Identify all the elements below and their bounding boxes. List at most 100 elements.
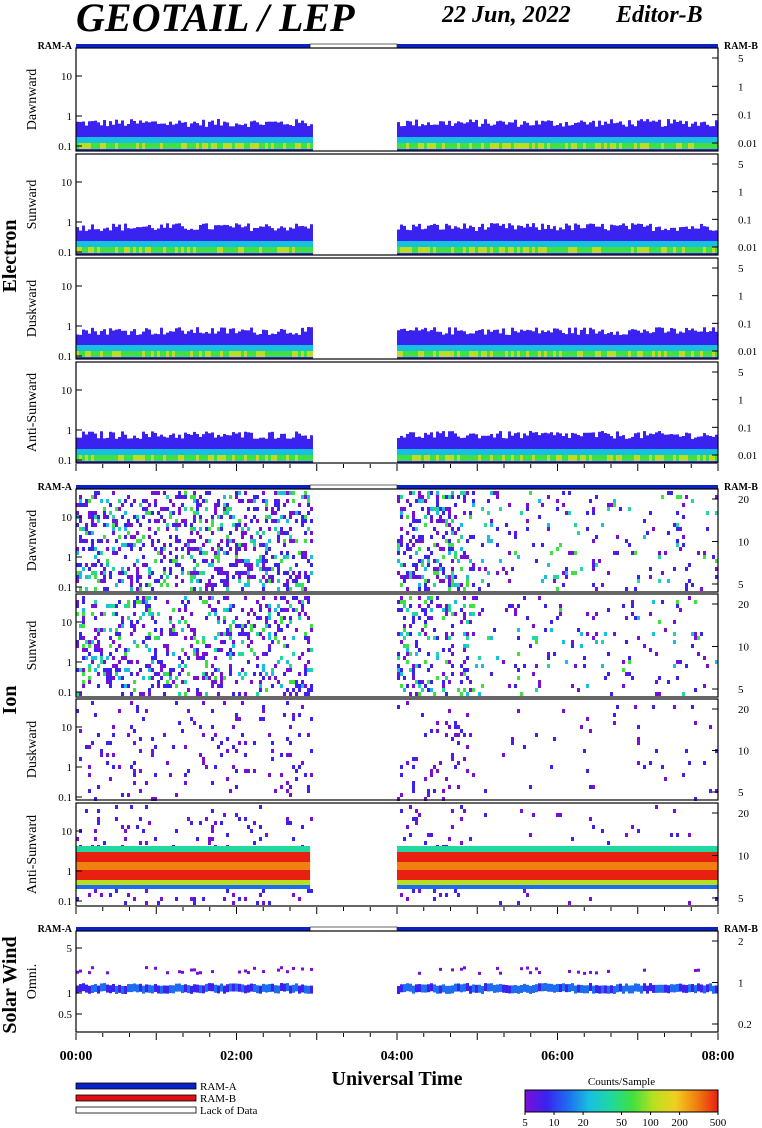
heatmap-cell xyxy=(85,351,88,357)
heatmap-cell xyxy=(457,241,460,247)
heatmap-cell xyxy=(412,789,415,793)
heatmap-cell xyxy=(445,636,448,640)
heatmap-cell xyxy=(688,433,691,463)
heatmap-cell xyxy=(457,527,460,531)
heatmap-cell xyxy=(421,559,424,563)
heatmap-cell xyxy=(694,688,697,692)
heatmap-cell xyxy=(199,725,202,729)
heatmap-cell xyxy=(688,351,691,357)
heatmap-cell xyxy=(229,449,232,455)
heatmap-cell xyxy=(466,491,469,495)
heatmap-cell xyxy=(202,636,205,640)
heatmap-cell xyxy=(583,327,586,359)
heatmap-cell xyxy=(118,143,121,149)
heatmap-cell xyxy=(601,829,604,833)
heatmap-cell xyxy=(541,449,544,455)
heatmap-cell xyxy=(76,455,79,461)
heatmap-cell xyxy=(418,455,421,461)
heatmap-cell xyxy=(562,345,565,351)
heatmap-cell xyxy=(259,143,262,149)
heatmap-cell xyxy=(613,503,616,507)
heatmap-cell xyxy=(400,632,403,636)
heatmap-band xyxy=(397,846,718,852)
heatmap-cell xyxy=(97,449,100,455)
heatmap-cell xyxy=(448,539,451,543)
heatmap-cell xyxy=(586,455,589,461)
heatmap-cell xyxy=(145,455,148,461)
heatmap-cell xyxy=(199,971,202,975)
heatmap-cell xyxy=(289,587,292,591)
heatmap-cell xyxy=(448,351,451,357)
heatmap-cell xyxy=(640,223,643,255)
heatmap-cell xyxy=(466,247,469,253)
heatmap-cell xyxy=(637,737,640,741)
heatmap-cell xyxy=(580,351,583,357)
heatmap-cell xyxy=(283,636,286,640)
heatmap-cell xyxy=(106,984,109,993)
heatmap-cell xyxy=(283,449,286,455)
heatmap-cell xyxy=(193,984,196,993)
heatmap-cell xyxy=(631,223,634,255)
heatmap-cell xyxy=(289,137,292,143)
heatmap-cell xyxy=(256,495,259,499)
heatmap-cell xyxy=(205,455,208,461)
heatmap-cell xyxy=(247,143,250,149)
heatmap-cell xyxy=(562,351,565,357)
heatmap-cell xyxy=(301,705,304,709)
heatmap-cell xyxy=(418,495,421,499)
heatmap-cell xyxy=(190,628,193,632)
heatmap-cell xyxy=(223,241,226,247)
heatmap-cell xyxy=(547,656,550,660)
heatmap-cell xyxy=(550,241,553,247)
heatmap-cell xyxy=(142,535,145,539)
heatmap-cell xyxy=(130,725,133,729)
heatmap-cell xyxy=(679,247,682,253)
heatmap-cell xyxy=(148,345,151,351)
heatmap-cell xyxy=(658,449,661,455)
heatmap-cell xyxy=(208,644,211,648)
heatmap-cell xyxy=(433,789,436,793)
heatmap-cell xyxy=(607,652,610,656)
heatmap-cell xyxy=(205,539,208,543)
heatmap-cell xyxy=(427,345,430,351)
heatmap-cell xyxy=(457,449,460,455)
heatmap-cell xyxy=(400,345,403,351)
heatmap-cell xyxy=(136,519,139,523)
heatmap-cell xyxy=(514,684,517,688)
heatmap-cell xyxy=(214,567,217,571)
heatmap-cell xyxy=(130,351,133,357)
heatmap-cell xyxy=(163,672,166,676)
heatmap-cell xyxy=(241,587,244,591)
heatmap-cell xyxy=(454,449,457,455)
heatmap-cell xyxy=(481,507,484,511)
heatmap-cell xyxy=(184,143,187,149)
heatmap-cell xyxy=(415,644,418,648)
heatmap-cell xyxy=(415,612,418,616)
heatmap-cell xyxy=(451,143,454,149)
heatmap-cell xyxy=(691,143,694,149)
heatmap-cell xyxy=(190,523,193,527)
heatmap-cell xyxy=(475,664,478,668)
heatmap-cell xyxy=(247,223,250,255)
heatmap-cell xyxy=(499,901,502,905)
heatmap-cell xyxy=(175,701,178,705)
heatmap-cell xyxy=(553,247,556,253)
heatmap-cell xyxy=(154,241,157,247)
heatmap-cell xyxy=(442,648,445,652)
heatmap-cell xyxy=(451,825,454,829)
heatmap-cell xyxy=(634,455,637,461)
heatmap-cell xyxy=(151,684,154,688)
heatmap-cell xyxy=(226,749,229,753)
heatmap-cell xyxy=(265,616,268,620)
heatmap-cell xyxy=(448,709,451,713)
heatmap-cell xyxy=(430,455,433,461)
heatmap-cell xyxy=(292,555,295,559)
heatmap-cell xyxy=(229,143,232,149)
heatmap-cell xyxy=(301,515,304,519)
heatmap-cell xyxy=(409,604,412,608)
heatmap-cell xyxy=(259,608,262,612)
heatmap-cell xyxy=(214,143,217,149)
heatmap-cell xyxy=(535,455,538,461)
heatmap-cell xyxy=(529,449,532,455)
heatmap-cell xyxy=(211,559,214,563)
